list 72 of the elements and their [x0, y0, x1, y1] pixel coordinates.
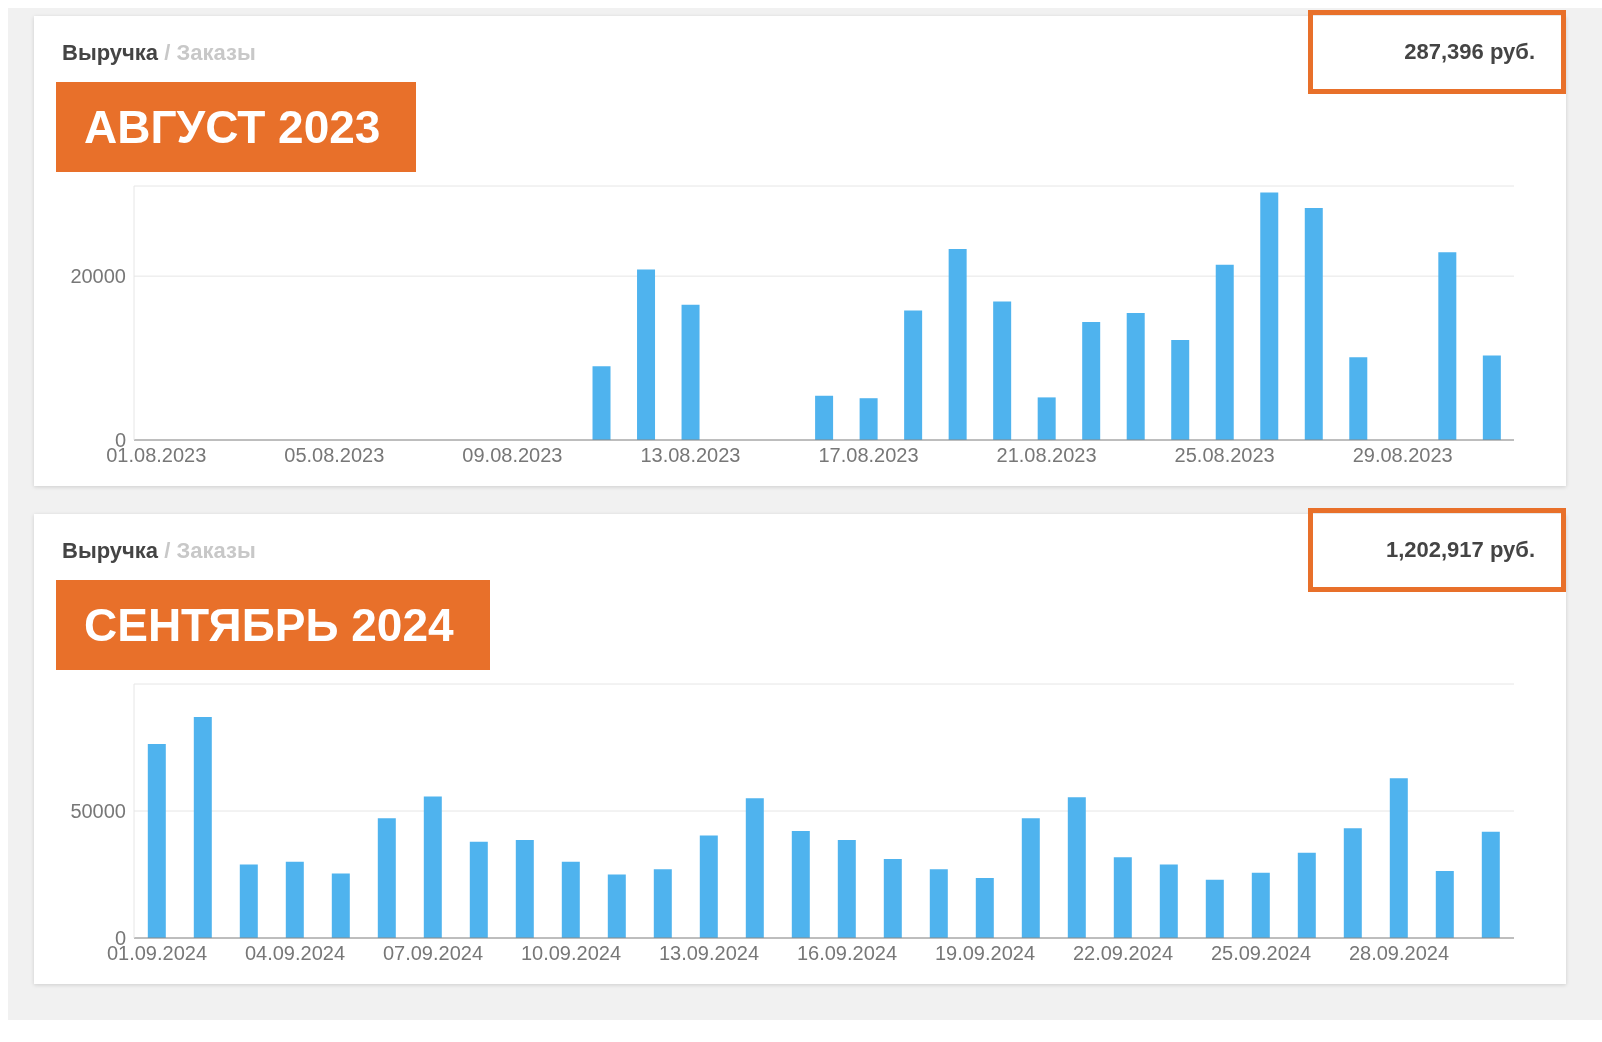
bar — [653, 869, 672, 938]
bar — [285, 861, 304, 938]
bar — [837, 839, 856, 938]
bar — [147, 743, 166, 938]
bar — [699, 835, 718, 938]
x-tick-label: 17.08.2023 — [818, 444, 919, 467]
x-tick-label: 04.09.2024 — [244, 942, 346, 965]
text: АВГУСТ 2023 — [56, 82, 417, 172]
x-tick-label: 25.09.2024 — [1210, 942, 1312, 965]
bar — [637, 269, 656, 440]
y-tick-label: 20000 — [70, 265, 126, 288]
bar — [607, 874, 626, 938]
bar — [515, 839, 534, 938]
bar — [592, 366, 611, 440]
bar — [1126, 313, 1145, 440]
chart-title: Выручка — [62, 538, 159, 563]
bar — [859, 398, 878, 440]
bar — [1021, 818, 1040, 938]
x-tick-label: 28.09.2024 — [1348, 942, 1450, 965]
x-tick-label: 19.09.2024 — [934, 942, 1036, 965]
bar — [423, 796, 442, 938]
y-tick-label: 50000 — [70, 800, 126, 823]
bar — [1297, 852, 1316, 938]
bar — [948, 249, 967, 440]
bar — [561, 861, 580, 938]
text: 1,202,917 руб. — [1308, 508, 1566, 592]
bar — [469, 841, 488, 938]
bar — [1343, 828, 1362, 938]
chart-title: Выручка — [62, 40, 159, 65]
bar — [745, 798, 764, 938]
bar — [993, 301, 1012, 440]
x-tick-label: 13.09.2024 — [658, 942, 760, 965]
bar — [975, 878, 994, 938]
bar — [1481, 831, 1500, 938]
bar — [1171, 340, 1190, 440]
x-tick-label: 22.09.2024 — [1072, 942, 1174, 965]
bar — [1067, 797, 1086, 938]
bar — [1349, 357, 1368, 440]
bar — [239, 864, 258, 938]
x-tick-label: 21.08.2023 — [996, 444, 1097, 467]
bar — [1205, 879, 1224, 938]
bar — [1389, 778, 1408, 938]
x-tick-label: 07.09.2024 — [382, 942, 484, 965]
bar — [1482, 355, 1501, 440]
bar — [1260, 192, 1279, 440]
text: 287,396 руб. — [1308, 10, 1566, 94]
bar — [904, 310, 923, 440]
x-tick-label: 09.08.2023 — [462, 444, 563, 467]
x-tick-label: 10.09.2024 — [520, 942, 622, 965]
x-tick-label: 13.08.2023 — [640, 444, 741, 467]
bar — [331, 873, 350, 938]
bar — [1435, 870, 1454, 938]
text: СЕНТЯБРЬ 2024 — [56, 580, 490, 670]
x-tick-label: 29.08.2023 — [1352, 444, 1453, 467]
bar — [1159, 864, 1178, 938]
bar — [929, 869, 948, 938]
bar — [1037, 397, 1056, 440]
bar — [815, 395, 834, 440]
x-tick-label: 05.08.2023 — [284, 444, 385, 467]
bar — [1438, 252, 1457, 440]
bar — [1113, 857, 1132, 938]
bar — [681, 304, 700, 440]
x-tick-label: 25.08.2023 — [1174, 444, 1275, 467]
bar — [791, 831, 810, 938]
bar — [1304, 208, 1323, 440]
bar — [883, 859, 902, 938]
bar — [193, 717, 212, 938]
bar — [1215, 264, 1234, 440]
bar — [1251, 872, 1270, 938]
bar — [1082, 322, 1101, 440]
x-tick-label: 16.09.2024 — [796, 942, 898, 965]
bar — [377, 818, 396, 938]
